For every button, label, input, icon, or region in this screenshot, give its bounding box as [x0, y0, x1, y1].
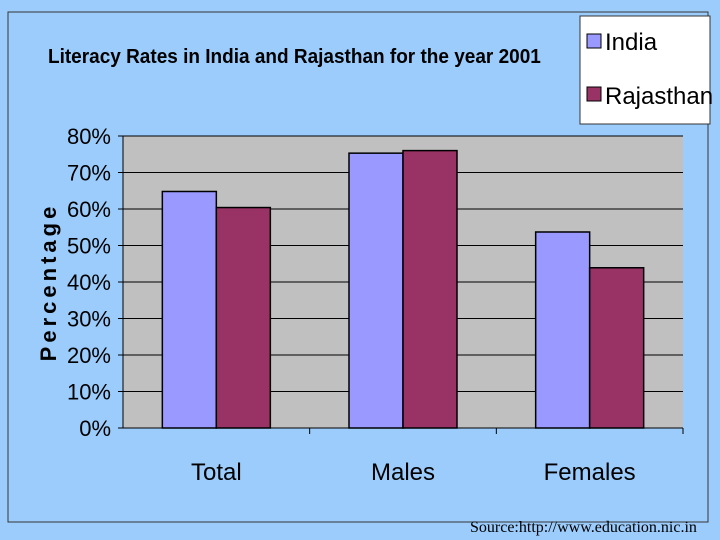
legend: India Rajasthan — [579, 15, 713, 125]
y-tick-label: 50% — [67, 234, 111, 259]
chart-frame — [7, 11, 709, 523]
x-tick-label: Males — [371, 459, 435, 486]
x-tick-label: Females — [544, 459, 636, 486]
y-tick-label: 60% — [67, 197, 111, 222]
bar-india-males — [348, 152, 404, 429]
y-tick-label: 70% — [67, 161, 111, 186]
legend-label-india: India — [605, 29, 658, 56]
legend-swatch-india — [586, 33, 602, 49]
chart-title: Literacy Rates in India and Rajasthan fo… — [48, 46, 541, 69]
y-axis-label: Percentage — [36, 203, 61, 362]
bar-india-females — [534, 231, 591, 429]
y-tick-label: 10% — [67, 380, 111, 405]
bar-rajasthan-total — [215, 206, 272, 429]
source-citation: Source:http://www.education.nic.in — [470, 519, 697, 536]
bar-india-total — [161, 190, 218, 429]
x-tick-label: Total — [191, 459, 242, 486]
legend-swatch-rajasthan — [586, 86, 602, 102]
y-tick-label: 80% — [67, 124, 111, 149]
bar-rajasthan-females — [588, 267, 645, 429]
y-tick-label: 30% — [67, 307, 111, 332]
y-tick-label: 20% — [67, 343, 111, 368]
legend-label-rajasthan: Rajasthan — [605, 83, 713, 110]
legend-box — [579, 15, 711, 125]
y-tick-label: 40% — [67, 270, 111, 295]
y-tick-label: 0% — [79, 416, 111, 441]
bar-rajasthan-males — [402, 149, 458, 429]
